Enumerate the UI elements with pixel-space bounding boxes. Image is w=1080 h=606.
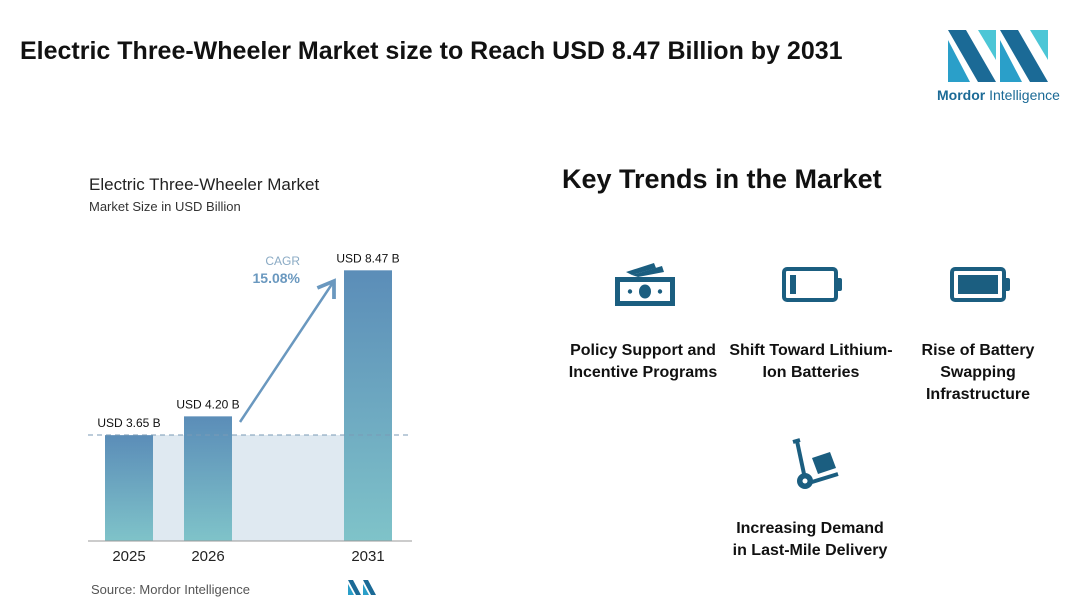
trend-lithium-ion: Shift Toward Lithium-Ion Batteries (729, 342, 893, 381)
money-icon (615, 263, 675, 306)
data-label-2025: USD 3.65 B (97, 416, 160, 430)
x-tick-2025: 2025 (112, 548, 145, 565)
hand-truck-icon (792, 438, 839, 489)
bar-2031 (344, 270, 392, 541)
page-title: Electric Three-Wheeler Market size to Re… (20, 37, 843, 65)
x-tick-2026: 2026 (191, 548, 224, 565)
cagr-label: CAGR (265, 254, 300, 268)
bar-2026 (184, 416, 232, 541)
trend-battery-swapping: Rise of Battery Swapping Infrastructure (921, 342, 1035, 403)
mordor-logo (948, 30, 1048, 87)
logo-text: Mordor Intelligence (937, 87, 1060, 103)
source-note: Source: Mordor Intelligence (91, 582, 250, 597)
bar-2025 (105, 435, 153, 541)
key-trends-title: Key Trends in the Market (562, 164, 882, 194)
data-label-2026: USD 4.20 B (176, 397, 239, 411)
battery-low-icon (782, 267, 842, 302)
trend-policy-support: Policy Support and Incentive Programs (568, 342, 718, 381)
x-tick-2031: 2031 (351, 548, 384, 565)
source-logo-icon (348, 580, 376, 595)
battery-full-icon (950, 267, 1010, 302)
data-label-2031: USD 8.47 B (336, 251, 399, 265)
chart-title: Electric Three-Wheeler Market (89, 175, 320, 194)
bar-chart: USD 3.65 B 2025 USD 4.20 B 2026 USD 8.47 B 20… (88, 251, 412, 565)
logo-mark-icon (948, 30, 1048, 82)
cagr-value: 15.08% (253, 270, 301, 286)
trend-last-mile: Increasing Demand in Last-Mile Delivery (732, 520, 888, 559)
chart-subtitle: Market Size in USD Billion (89, 199, 241, 214)
cagr-arrow (238, 278, 336, 423)
